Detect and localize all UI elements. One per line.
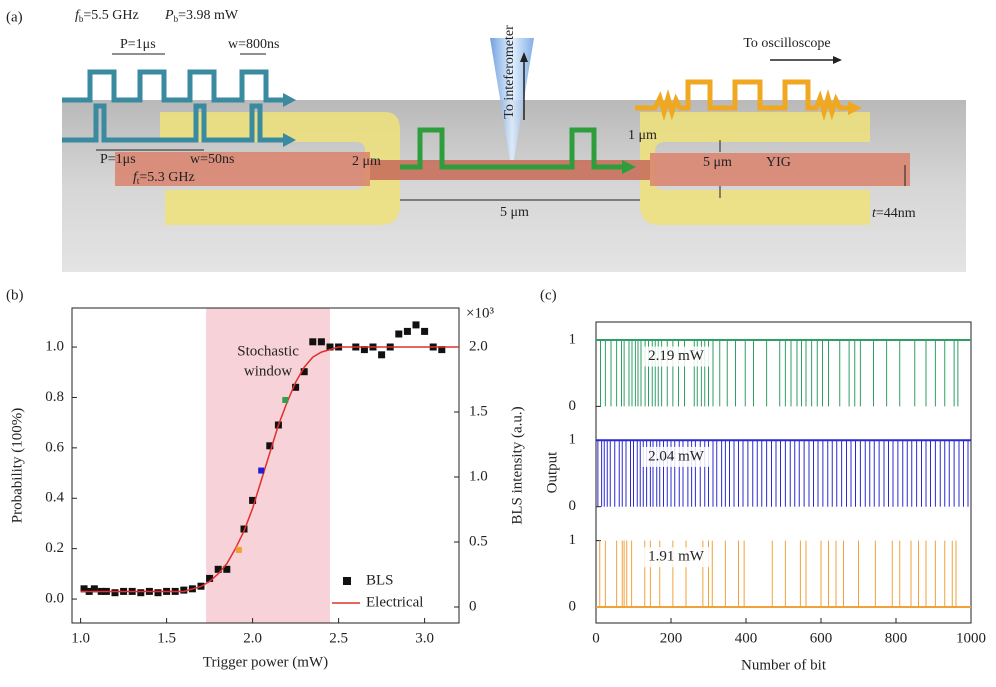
bls-point <box>395 331 402 338</box>
y-tick-label: 0.0 <box>45 590 64 606</box>
legend-label: BLS <box>366 572 394 588</box>
x-tick-label: 800 <box>885 630 908 646</box>
symbol: P <box>164 8 174 23</box>
page: (a) (b) (c) fb=5.5 GHz Pb=3.98 mW P=1μs … <box>0 0 996 687</box>
y-axis-title: Output <box>544 451 560 494</box>
bls-point <box>318 338 325 345</box>
y-tick-label: 1 <box>569 331 577 347</box>
period-label: P=1μs <box>100 152 136 167</box>
value: =5.5 GHz <box>83 8 138 23</box>
trigger-frequency: ft=5.3 GHz <box>133 170 195 186</box>
series-label: 2.04 mW <box>648 448 705 464</box>
highlight-point <box>258 468 264 474</box>
y-tick-label: 0 <box>569 598 577 614</box>
value: =3.98 mW <box>178 8 239 23</box>
bls-point <box>413 321 420 328</box>
series-label: 2.19 mW <box>648 348 705 364</box>
x-tick-label: 2.5 <box>329 630 348 646</box>
bls-point <box>421 328 428 335</box>
x-tick-label: 2.0 <box>243 630 262 646</box>
y-tick-label: 0.6 <box>45 439 64 455</box>
x-tick-label: 3.0 <box>415 630 434 646</box>
x-tick-label: 200 <box>660 630 683 646</box>
panel-label: (a) <box>6 9 23 25</box>
length-label: 5 μm <box>500 205 529 220</box>
value: =5.3 GHz <box>139 170 194 185</box>
interferometer-label: To inteferometer <box>502 25 517 119</box>
legend-label: Electrical <box>366 594 423 610</box>
material-label: YIG <box>766 155 791 170</box>
panel-label: (b) <box>6 287 24 303</box>
y-tick-label: 0 <box>569 498 577 514</box>
oscilloscope-label: To oscilloscope <box>743 36 830 51</box>
figure: (a) (b) (c) fb=5.5 GHz Pb=3.98 mW P=1μs … <box>0 0 996 687</box>
x-tick-label: 1000 <box>956 630 986 646</box>
y-tick-label: 0.4 <box>45 490 64 506</box>
y2-tick-label: 1.0 <box>469 468 488 484</box>
period-label: P=1μs <box>120 37 156 52</box>
series-label: 1.91 mW <box>648 549 705 565</box>
thickness-label: t=44nm <box>872 206 916 221</box>
y-tick-label: 1 <box>569 532 577 548</box>
y2-axis-title: BLS intensity (a.u.) <box>509 406 525 524</box>
value: =44nm <box>876 206 916 221</box>
bls-point <box>137 589 144 596</box>
y2-tick-label: 0.5 <box>469 533 488 549</box>
bls-point <box>155 589 162 596</box>
window-label: window <box>244 363 293 379</box>
bls-point <box>378 351 385 358</box>
y2-tick-label: 2.0 <box>469 338 488 354</box>
x-tick-label: 1.5 <box>157 630 176 646</box>
x-tick-label: 400 <box>735 630 758 646</box>
legend-swatch <box>343 577 351 585</box>
bls-point <box>112 589 119 596</box>
gap-label: 1 μm <box>628 128 657 143</box>
bias-pulses <box>62 72 285 100</box>
highlight-point <box>282 397 288 403</box>
x-axis-title: Trigger power (mW) <box>203 654 328 670</box>
x-tick-label: 600 <box>810 630 833 646</box>
x-tick-label: 0 <box>592 630 600 646</box>
bls-point <box>404 328 411 335</box>
y-axis-title: Probability (100%) <box>9 408 25 523</box>
y2-multiplier: ×10³ <box>466 305 494 321</box>
bias-frequency: fb=5.5 GHz <box>75 8 139 24</box>
gap-label: 2 μm <box>352 154 381 169</box>
yig-waveguide <box>370 160 650 180</box>
y-tick-label: 0.8 <box>45 389 64 405</box>
bias-power: Pb=3.98 mW <box>164 8 239 24</box>
y-tick-label: 0 <box>569 398 577 414</box>
highlight-point <box>236 547 242 553</box>
width-label: w=50ns <box>190 152 234 167</box>
width-label: 5 μm <box>703 155 732 170</box>
panel-label: (c) <box>540 287 557 303</box>
y2-tick-label: 0 <box>469 598 477 614</box>
y-tick-label: 1.0 <box>45 338 64 354</box>
x-axis-title: Number of bit <box>741 657 827 673</box>
bls-point <box>309 338 316 345</box>
arrow <box>833 56 842 64</box>
y-tick-label: 1 <box>569 432 577 448</box>
y2-tick-label: 1.5 <box>469 403 488 419</box>
y-tick-label: 0.2 <box>45 540 64 556</box>
window-label: Stochastic <box>237 343 299 359</box>
width-label: w=800ns <box>228 37 279 52</box>
x-tick-label: 1.0 <box>71 630 90 646</box>
